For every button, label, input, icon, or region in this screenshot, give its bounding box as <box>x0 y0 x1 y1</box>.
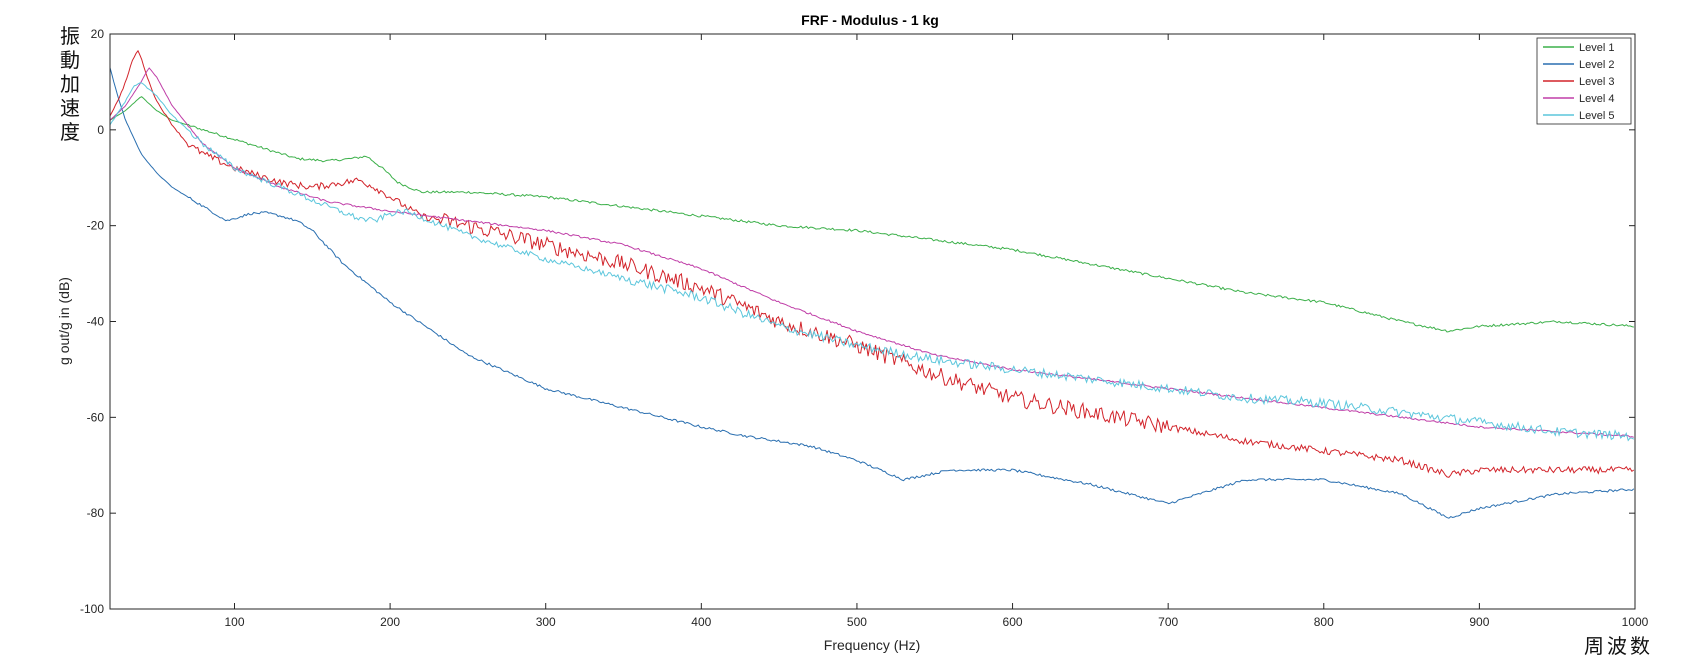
x-tick-label: 200 <box>380 615 400 629</box>
legend-label-1: Level 1 <box>1579 42 1614 54</box>
x-tick-label: 100 <box>224 615 244 629</box>
x-tick-label: 600 <box>1003 615 1023 629</box>
legend-label-3: Level 3 <box>1579 76 1614 88</box>
series-line-2 <box>109 67 1635 519</box>
y-side-annotation: 振動加速度 <box>60 24 80 144</box>
x-side-annotation: 周波数 <box>1584 634 1653 658</box>
x-tick-label: 900 <box>1469 615 1489 629</box>
series-line-1 <box>109 96 1634 333</box>
y-tick-label: -60 <box>87 410 105 424</box>
legend: Level 1 Level 2 Level 3 Level 4 Level 5 <box>1536 37 1632 125</box>
y-tick-label: -20 <box>87 219 105 233</box>
series-line-3 <box>109 49 1635 478</box>
legend-label-4: Level 4 <box>1579 93 1614 105</box>
y-axis-label: g out/g in (dB) <box>56 277 72 365</box>
x-axis-label: Frequency (Hz) <box>824 637 920 653</box>
x-tick-label: 500 <box>847 615 867 629</box>
x-tick-label: 400 <box>691 615 711 629</box>
y-tick-label: -40 <box>87 315 105 329</box>
legend-label-2: Level 2 <box>1579 59 1614 71</box>
chart-title: FRF - Modulus - 1 kg <box>801 12 939 28</box>
legend-label-5: Level 5 <box>1579 110 1614 122</box>
y-tick-label: -100 <box>80 602 104 616</box>
series-layer <box>109 49 1635 519</box>
axes-layer: 100 200 300 400 500 600 700 800 900 1000-100-80-6… <box>80 27 1649 629</box>
y-tick-label: 0 <box>97 123 104 137</box>
x-tick-label: 700 <box>1158 615 1178 629</box>
y-tick-label: -80 <box>87 506 105 520</box>
plot-frame <box>109 33 1636 610</box>
y-tick-label: 20 <box>91 27 105 41</box>
series-line-5 <box>109 82 1635 442</box>
x-tick-label: 300 <box>536 615 556 629</box>
x-tick-label: 800 <box>1314 615 1334 629</box>
x-tick-label: 1000 <box>1622 615 1649 629</box>
series-line-4 <box>109 67 1634 438</box>
